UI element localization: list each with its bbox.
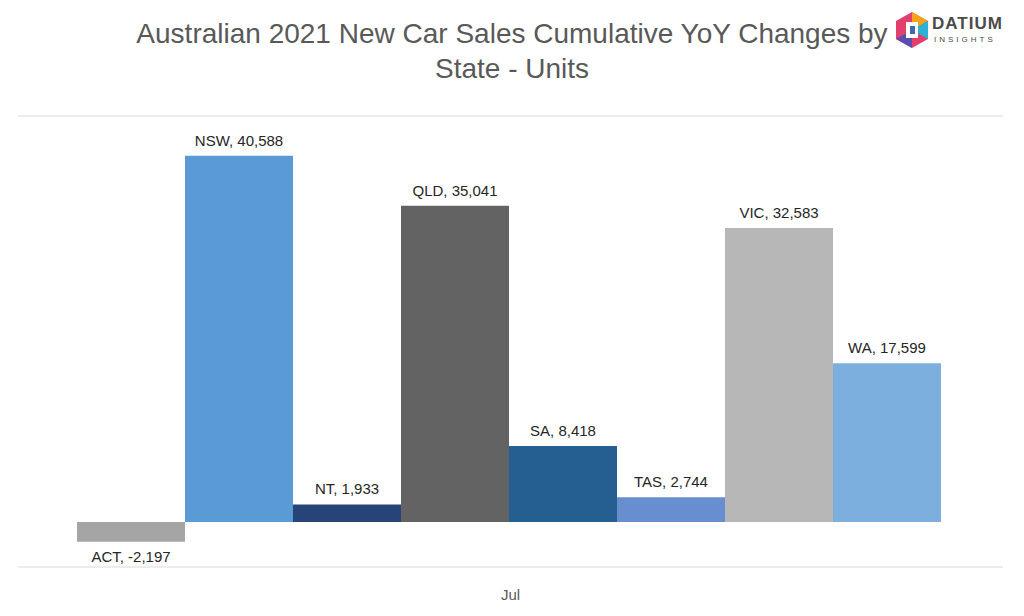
html-text:INSIGHTS: INSIGHTS [934, 35, 996, 44]
svg-text:NSW, 40,588: NSW, 40,588 [195, 132, 283, 149]
svg-text:SA, 8,418: SA, 8,418 [530, 422, 596, 439]
html-text:DATIUM: DATIUM [932, 14, 1003, 33]
svg-text:Jul: Jul [501, 586, 520, 603]
svg-text:VIC, 32,583: VIC, 32,583 [739, 204, 818, 221]
svg-text:QLD, 35,041: QLD, 35,041 [412, 182, 497, 199]
svg-text:ACT, -2,197: ACT, -2,197 [91, 548, 170, 565]
html-text:Australian 2021 New Car Sales: Australian 2021 New Car Sales Cumulative… [136, 18, 888, 84]
svg-text:WA, 17,599: WA, 17,599 [848, 339, 926, 356]
svg-text:NT, 1,933: NT, 1,933 [315, 480, 379, 497]
svg-text:TAS, 2,744: TAS, 2,744 [634, 473, 708, 490]
